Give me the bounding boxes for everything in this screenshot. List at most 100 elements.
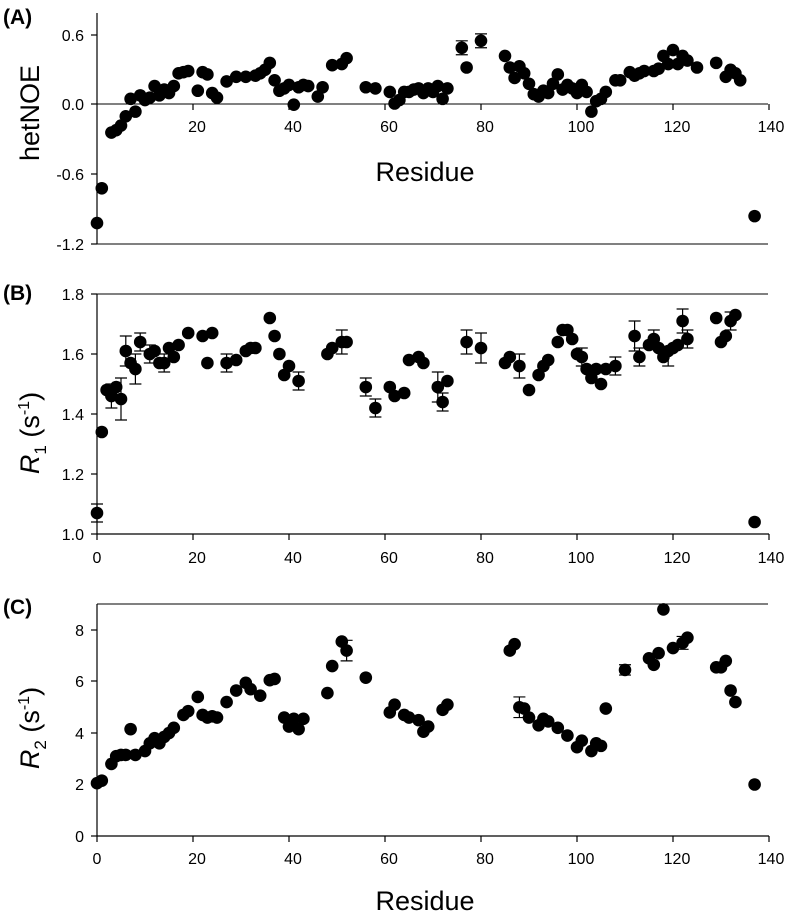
panel-c-x-tick-label: 40	[284, 851, 302, 868]
panel-a-data-point	[637, 64, 651, 78]
panel-a-label: (A)	[3, 6, 32, 29]
panel-a-data-point	[369, 82, 382, 95]
panel-b-data-point	[181, 326, 195, 340]
panel-c-data-point	[292, 722, 305, 736]
panel-a-y-tick-label: 0.6	[62, 28, 84, 45]
panel-b-data-point	[609, 359, 622, 373]
panel-c-data-point	[666, 641, 680, 655]
panel-b-label: (B)	[3, 282, 32, 305]
panel-a-data-point	[90, 216, 104, 230]
panel-c-data-point	[287, 712, 301, 726]
panel-b: (B) 1.8 1.6 1.4 1.2 1.0 0 20 40	[3, 282, 784, 567]
panel-a-data-point	[143, 91, 157, 104]
panel-b-data-point	[628, 329, 641, 343]
panel-b-x-ticks: 0 20 40 60 80 100 120 140	[93, 534, 785, 567]
panel-a-data-point	[325, 58, 339, 72]
panel-c-x-tick-label: 0	[93, 851, 102, 868]
panel-a-x-tick-label: 20	[188, 119, 206, 136]
panel-b-x-tick-label: 140	[758, 550, 785, 567]
panel-a-x-tick-label: 40	[284, 119, 302, 136]
panel-b-data-point	[460, 335, 473, 349]
panel-b-data-point	[273, 347, 286, 361]
panel-a-x-tick-label: 60	[380, 119, 398, 136]
panel-c-x-tick-label: 60	[380, 851, 398, 868]
panel-a-data-point	[282, 78, 296, 92]
panel-b-data-point	[503, 350, 517, 364]
panel-a-data-point	[681, 54, 694, 67]
panel-c-y-axis-symbol: R	[15, 750, 45, 770]
panel-b-data-point	[205, 326, 219, 340]
panel-c-x-tick-label: 120	[664, 851, 691, 868]
panel-b-data-point	[417, 356, 430, 370]
panel-c-data-point	[321, 686, 334, 700]
panel-a-data-point	[522, 77, 536, 91]
panel-a-x-tick-label: 100	[568, 119, 595, 136]
panel-b-data-point	[388, 389, 401, 403]
panel-c-x-tick-label: 100	[568, 851, 595, 868]
panel-b-data-point	[729, 308, 742, 322]
panel-a-data-point	[263, 56, 277, 70]
panel-c-data-point	[325, 659, 339, 673]
panel-c-data-point	[729, 695, 742, 709]
panel-b-data-point	[575, 350, 589, 364]
panel-c-data-point	[441, 698, 454, 711]
panel-b-data-point	[402, 353, 416, 367]
panel-b-data-point	[220, 356, 233, 370]
panel-b-data-point	[201, 356, 214, 370]
panel-c-y-axis-unit-open: (s	[15, 710, 45, 740]
panel-c-y-axis-subscript: 2	[31, 740, 50, 749]
panel-c-data-point	[508, 637, 521, 651]
panel-c-y-ticks: 8 6 4 2 0	[75, 623, 97, 846]
panel-c-data-point	[124, 722, 137, 736]
panel-c-data-point	[181, 704, 195, 718]
panel-a-data-point	[239, 70, 253, 84]
panel-c-x-tick-label: 80	[476, 851, 494, 868]
panel-c-data-point	[210, 711, 224, 724]
panel-a-data-point	[551, 68, 565, 81]
panel-b-data-point	[229, 353, 243, 367]
panel-b-x-tick-label: 0	[93, 550, 102, 567]
panel-a-data-point	[503, 61, 517, 74]
panel-b-y-axis-title: R1 (s-1)	[15, 392, 50, 474]
panel-a-data-point	[580, 85, 593, 99]
panel-a-data-points	[90, 33, 761, 230]
panel-c-data-point	[253, 689, 267, 702]
panel-b-data-point	[709, 311, 723, 325]
panel-b-data-point	[196, 329, 209, 343]
panel-b-data-point	[748, 515, 761, 529]
panel-b-data-point	[172, 338, 185, 352]
panel-b-data-point	[340, 335, 353, 349]
panel-a-data-point	[474, 34, 488, 48]
panel-c-data-point	[297, 712, 310, 726]
panel-b-data-point	[263, 311, 277, 325]
panel-a-data-point	[455, 41, 469, 55]
panel-a-data-point	[441, 82, 454, 95]
panel-b-data-point	[133, 335, 147, 349]
panel-c-data-point	[167, 721, 181, 735]
panel-b-data-point	[589, 362, 603, 376]
panel-b-data-point	[551, 335, 565, 349]
panel-a-data-point	[359, 80, 373, 94]
panel-a-data-point	[709, 56, 723, 70]
panel-a-y-tick-label: 0.0	[62, 97, 84, 114]
panel-a-data-point	[599, 85, 613, 99]
panel-b-data-point	[436, 395, 449, 409]
panel-b-y-tick-label: 1.4	[62, 407, 84, 424]
panel-b-x-tick-label: 40	[284, 550, 302, 567]
panel-b-y-tick-label: 1.2	[62, 467, 84, 484]
panel-c-data-point	[647, 658, 661, 672]
panel-c-data-point	[340, 644, 353, 657]
panel-a-data-point	[585, 105, 598, 118]
panel-a-data-point	[191, 84, 205, 98]
panel-b-data-point	[129, 362, 142, 376]
panel-c-data-point	[119, 748, 133, 762]
panel-a-data-point	[661, 57, 675, 71]
panel-b-data-point	[268, 329, 281, 343]
panel-c-data-point	[575, 734, 589, 748]
panel-a-data-point	[129, 105, 142, 118]
panel-a: (A) 0.6 0.0 -0.6 -1.2 20 40 60 80 100	[3, 6, 784, 254]
panel-b-data-point	[681, 332, 694, 346]
panel-a-y-axis-title: hetNOE	[15, 65, 45, 161]
panel-c-data-point	[244, 682, 257, 696]
panel-c-data-point	[95, 774, 109, 787]
